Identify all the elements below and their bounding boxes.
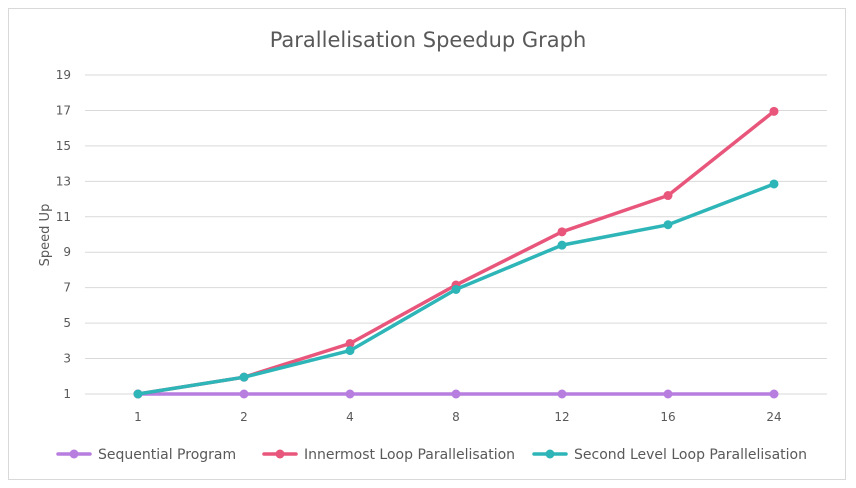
data-point bbox=[663, 191, 673, 201]
data-point bbox=[769, 389, 779, 399]
legend-label: Innermost Loop Parallelisation bbox=[304, 447, 515, 463]
chart-frame bbox=[8, 8, 846, 480]
x-tick-label: 16 bbox=[660, 410, 675, 424]
y-tick-label: 17 bbox=[56, 103, 71, 117]
data-point bbox=[451, 389, 461, 399]
y-tick-label: 13 bbox=[56, 174, 71, 188]
y-tick-label: 9 bbox=[63, 245, 71, 259]
legend-swatch-marker bbox=[275, 449, 285, 459]
y-tick-label: 11 bbox=[56, 210, 71, 224]
data-point bbox=[345, 346, 355, 356]
x-tick-label: 8 bbox=[452, 410, 460, 424]
data-point bbox=[663, 389, 673, 399]
data-point bbox=[663, 220, 673, 230]
data-point bbox=[345, 389, 355, 399]
x-tick-label: 4 bbox=[346, 410, 354, 424]
y-tick-label: 7 bbox=[63, 281, 71, 295]
x-tick-label: 1 bbox=[134, 410, 142, 424]
data-point bbox=[769, 106, 779, 116]
gridlines bbox=[85, 74, 827, 395]
data-point bbox=[239, 372, 249, 382]
data-point bbox=[451, 284, 461, 294]
data-point bbox=[557, 240, 567, 250]
legend-item: Sequential Program bbox=[56, 447, 236, 463]
y-tick-label: 3 bbox=[63, 352, 71, 366]
y-axis-label: Speed Up bbox=[38, 204, 53, 267]
legend-item: Second Level Loop Parallelisation bbox=[532, 447, 807, 463]
x-tick-labels: 1 2 4 8 12 16 24 bbox=[134, 410, 781, 424]
series-3 bbox=[133, 179, 779, 399]
x-tick-label: 24 bbox=[766, 410, 781, 424]
legend: Sequential Program Innermost Loop Paralle… bbox=[56, 447, 807, 463]
y-tick-label: 19 bbox=[56, 68, 71, 82]
chart-title: Parallelisation Speedup Graph bbox=[270, 28, 587, 52]
series-1 bbox=[133, 389, 779, 399]
legend-swatch-marker bbox=[545, 449, 555, 459]
legend-label: Second Level Loop Parallelisation bbox=[574, 447, 807, 463]
x-tick-label: 2 bbox=[240, 410, 248, 424]
data-point bbox=[239, 389, 249, 399]
data-point bbox=[557, 227, 567, 237]
x-tick-label: 12 bbox=[554, 410, 569, 424]
series-lines bbox=[133, 106, 779, 399]
y-tick-label: 15 bbox=[56, 139, 71, 153]
data-point bbox=[133, 389, 143, 399]
legend-item: Innermost Loop Parallelisation bbox=[262, 447, 515, 463]
legend-swatch-marker bbox=[69, 449, 79, 459]
legend-label: Sequential Program bbox=[98, 447, 236, 463]
data-point bbox=[769, 179, 779, 189]
data-point bbox=[557, 389, 567, 399]
y-tick-label: 5 bbox=[63, 316, 71, 330]
y-tick-label: 1 bbox=[63, 387, 71, 401]
data-point bbox=[345, 338, 355, 348]
